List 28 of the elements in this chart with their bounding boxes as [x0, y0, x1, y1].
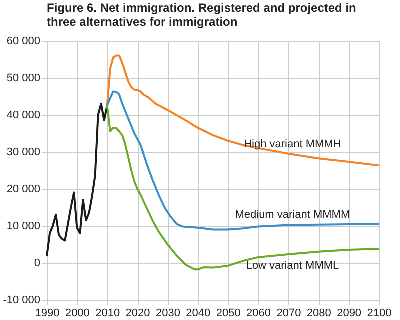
line-series: [106, 104, 380, 271]
x-tick-label: 2080: [306, 308, 332, 320]
y-tick-label: 0: [34, 258, 40, 270]
series-label: High variant MMMH: [244, 138, 342, 151]
x-tick-label: 2090: [337, 308, 362, 320]
y-tick-label: 40 000: [6, 110, 40, 122]
y-tick-label: 50 000: [6, 72, 40, 84]
y-tick-label: -10 000: [3, 294, 40, 306]
series-label: Medium variant MMMM: [235, 209, 350, 222]
line-series: [106, 54, 380, 167]
x-tick-label: 2040: [186, 308, 211, 320]
chart-title: Figure 6. Net immigration. Registered and projected in three alternatives for immigration: [47, 1, 356, 29]
x-tick-label: 2070: [276, 308, 302, 320]
line-series: [106, 90, 380, 231]
y-tick-label: 30 000: [6, 146, 40, 158]
line-series: [46, 102, 108, 258]
x-tick-label: 1990: [35, 308, 60, 320]
x-tick-label: 2020: [126, 308, 150, 320]
x-tick-label: 2030: [156, 308, 180, 320]
x-tick-label: 2100: [367, 308, 392, 320]
x-tick-label: 2050: [216, 308, 241, 320]
series-label: Low variant MMML: [246, 260, 340, 272]
y-tick-label: 20 000: [6, 184, 40, 196]
x-tick-label: 2000: [65, 308, 90, 320]
x-tick-label: 2060: [246, 308, 272, 320]
y-tick-label: 60 000: [6, 36, 40, 48]
x-tick-label: 2010: [96, 308, 120, 320]
y-tick-label: 10 000: [6, 220, 40, 232]
